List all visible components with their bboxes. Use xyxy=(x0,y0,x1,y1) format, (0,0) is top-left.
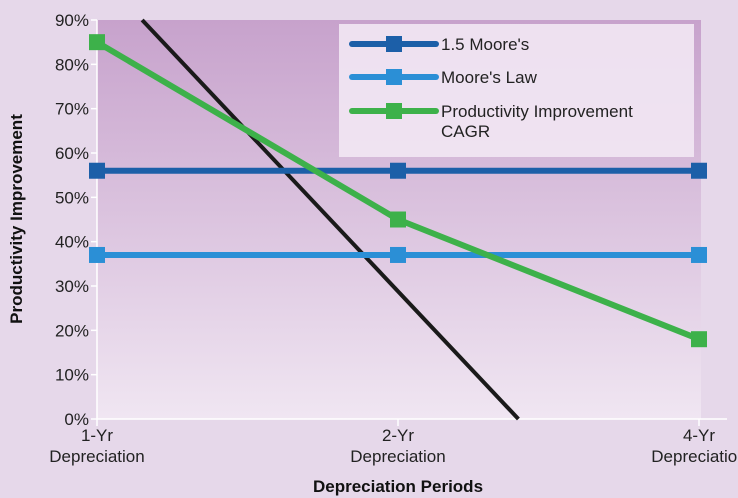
y-tick-label: 30% xyxy=(55,277,89,296)
legend: 1.5 Moore's Moore's Law Productivity Impro… xyxy=(339,24,694,157)
data-point xyxy=(89,162,105,179)
data-point xyxy=(390,162,406,179)
legend-label: Productivity Improvement CAGR xyxy=(441,102,633,141)
data-point xyxy=(390,246,406,263)
y-tick-label: 40% xyxy=(55,233,89,252)
y-tick-label: 20% xyxy=(55,321,89,340)
x-tick-label: 2-Yr Depreciation xyxy=(350,426,445,466)
y-tick-label: 10% xyxy=(55,366,89,385)
y-tick-label: 70% xyxy=(55,100,89,119)
data-point xyxy=(691,331,707,348)
legend-swatch-marker xyxy=(386,36,402,52)
y-tick-label: 50% xyxy=(55,188,89,207)
x-axis-title: Depreciation Periods xyxy=(313,477,483,496)
trend-line xyxy=(140,18,520,421)
data-point xyxy=(89,246,105,263)
x-tick-label: 1-Yr Depreciation xyxy=(49,426,144,466)
legend-label: Moore's Law xyxy=(441,68,538,87)
data-point xyxy=(691,162,707,179)
data-point xyxy=(89,34,105,51)
data-point xyxy=(691,246,707,263)
legend-swatch-marker xyxy=(386,69,402,85)
data-point xyxy=(390,211,406,228)
y-tick-label: 80% xyxy=(55,55,89,74)
y-tick-label: 0% xyxy=(64,410,89,429)
y-axis-title: Productivity Improvement xyxy=(7,114,26,324)
legend-label: 1.5 Moore's xyxy=(441,35,529,54)
y-tick-label: 90% xyxy=(55,11,89,30)
x-tick-label: 4-Yr Depreciation xyxy=(651,426,738,466)
y-tick-label: 60% xyxy=(55,144,89,163)
legend-swatch-marker xyxy=(386,103,402,119)
